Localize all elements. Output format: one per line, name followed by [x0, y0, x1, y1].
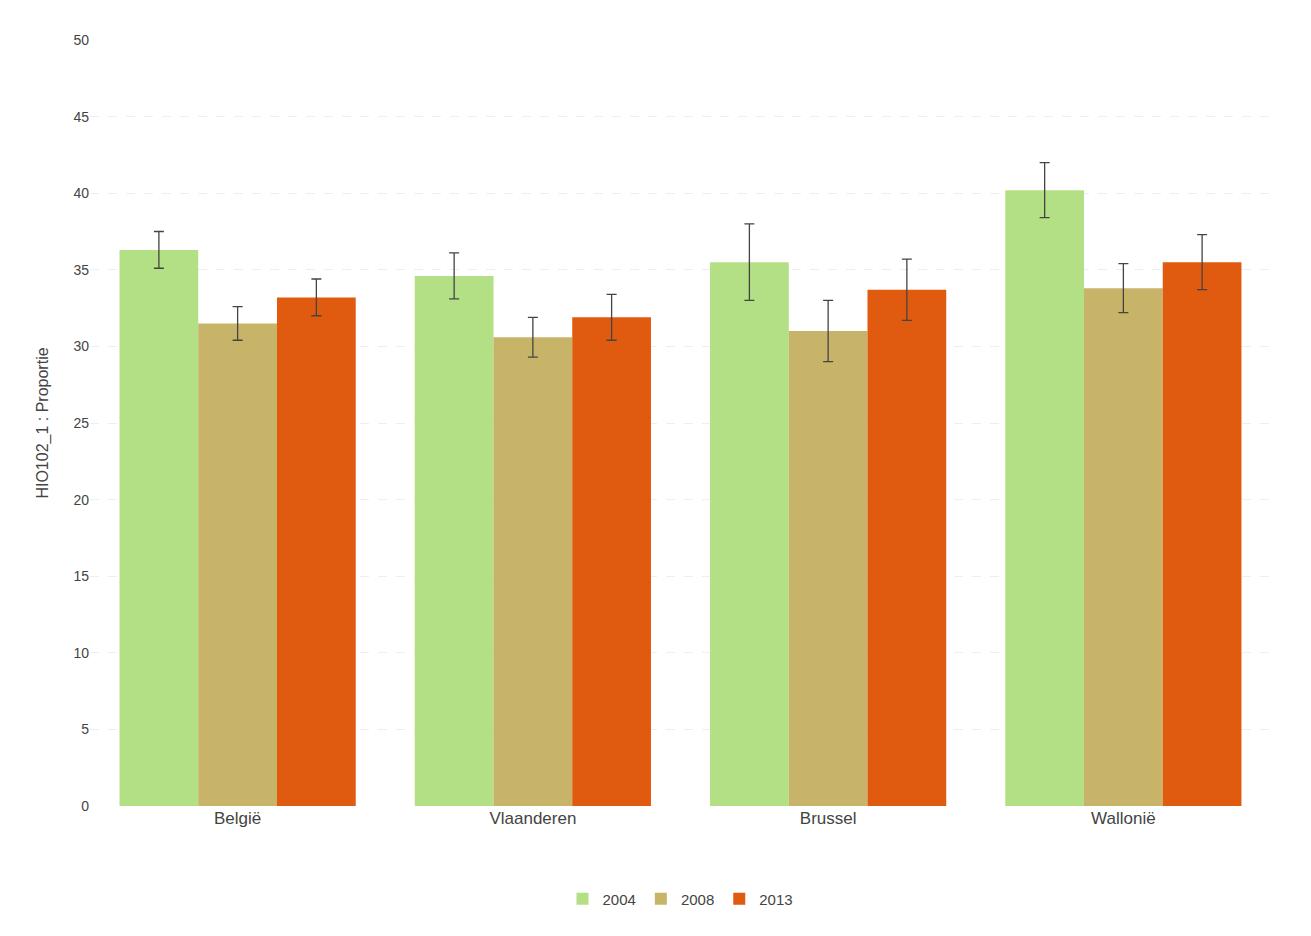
- svg-text:Brussel: Brussel: [800, 809, 857, 828]
- svg-text:Vlaanderen: Vlaanderen: [489, 809, 576, 828]
- svg-text:België: België: [214, 809, 261, 828]
- svg-text:15: 15: [73, 568, 89, 584]
- svg-text:40: 40: [73, 185, 89, 201]
- svg-text:45: 45: [73, 109, 89, 125]
- svg-text:20: 20: [73, 492, 89, 508]
- svg-text:2008: 2008: [681, 891, 714, 908]
- svg-text:Wallonië: Wallonië: [1091, 809, 1156, 828]
- svg-text:0: 0: [81, 798, 89, 814]
- svg-text:25: 25: [73, 415, 89, 431]
- svg-text:2013: 2013: [759, 891, 792, 908]
- svg-text:10: 10: [73, 645, 89, 661]
- svg-text:35: 35: [73, 262, 89, 278]
- svg-text:30: 30: [73, 338, 89, 354]
- svg-text:HIO102_1 : Proportie: HIO102_1 : Proportie: [34, 347, 52, 498]
- svg-text:2004: 2004: [603, 891, 636, 908]
- svg-text:5: 5: [81, 721, 89, 737]
- svg-text:50: 50: [73, 32, 89, 48]
